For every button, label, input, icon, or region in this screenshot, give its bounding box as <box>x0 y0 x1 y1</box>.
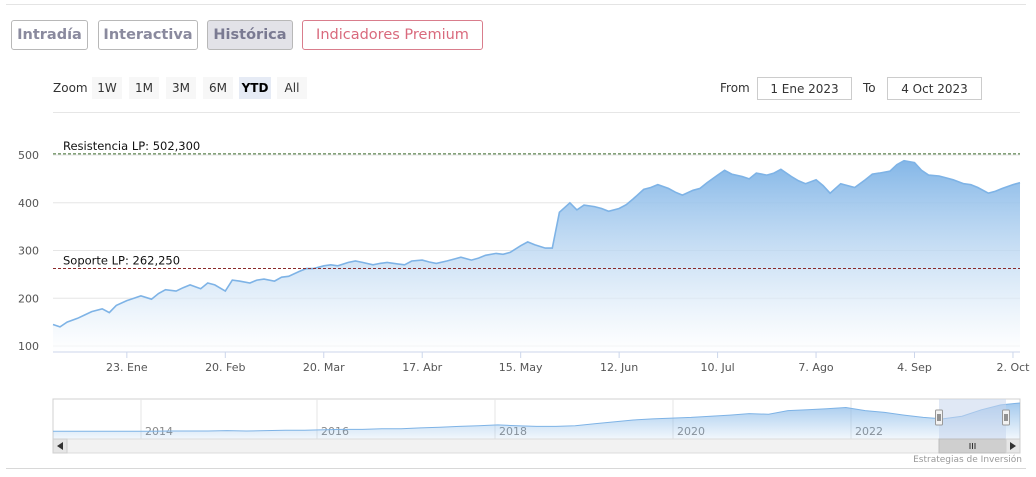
x-tick-label: 12. Jun <box>600 361 638 374</box>
bottom-divider <box>6 468 1026 469</box>
tab-indicadores-premium[interactable]: Indicadores Premium <box>302 20 483 50</box>
y-tick-label: 100 <box>18 340 39 353</box>
x-tick-label: 10. Jul <box>700 361 734 374</box>
price-area <box>53 160 1020 352</box>
navigator-right-handle[interactable] <box>1002 409 1010 426</box>
zoom-6m-button[interactable]: 6M <box>203 77 233 99</box>
resistance-label: Resistencia LP: 502,300 <box>63 139 200 153</box>
y-tick-label: 400 <box>18 197 39 210</box>
zoom-label: Zoom <box>53 81 88 95</box>
top-divider <box>6 4 1026 5</box>
x-tick-label: 20. Mar <box>303 361 345 374</box>
x-tick-label: 2. Oct <box>996 361 1030 374</box>
zoom-1w-button[interactable]: 1W <box>92 77 122 99</box>
arrow-left-icon <box>57 442 63 450</box>
y-tick-label: 300 <box>18 245 39 258</box>
support-label: Soporte LP: 262,250 <box>63 254 180 268</box>
y-tick-label: 500 <box>18 149 39 162</box>
tab-interactiva[interactable]: Interactiva <box>98 20 198 50</box>
x-tick-label: 23. Ene <box>106 361 148 374</box>
navigator-area <box>53 403 1020 439</box>
arrow-right-icon <box>1010 442 1016 450</box>
credit-label: Estrategias de Inversión <box>913 455 1022 465</box>
x-tick-label: 4. Sep <box>897 361 932 374</box>
zoom-3m-button[interactable]: 3M <box>166 77 196 99</box>
toolbar-divider <box>53 112 1020 113</box>
zoom-1m-button[interactable]: 1M <box>129 77 159 99</box>
zoom-ytd-button[interactable]: YTD <box>239 77 271 99</box>
x-tick-label: 15. May <box>499 361 543 374</box>
zoom-all-button[interactable]: All <box>277 77 307 99</box>
from-label: From <box>720 81 750 95</box>
price-line <box>52 159 1021 328</box>
tab-historica[interactable]: Histórica <box>207 20 293 50</box>
navigator-left-handle[interactable] <box>935 409 943 426</box>
x-tick-label: 20. Feb <box>205 361 245 374</box>
x-tick-label: 17. Abr <box>402 361 442 374</box>
tab-intradia[interactable]: Intradía <box>11 20 88 50</box>
to-label: To <box>863 81 876 95</box>
y-tick-label: 200 <box>18 292 39 305</box>
to-date-input[interactable]: 4 Oct 2023 <box>887 77 982 100</box>
scrollbar-track[interactable] <box>52 438 1021 454</box>
x-tick-label: 7. Ago <box>798 361 833 374</box>
navigator-line <box>53 402 1021 432</box>
from-date-input[interactable]: 1 Ene 2023 <box>757 77 852 100</box>
navigator-selection[interactable] <box>939 399 1006 439</box>
